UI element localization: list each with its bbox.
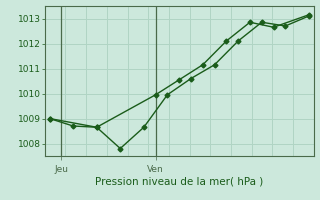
X-axis label: Pression niveau de la mer( hPa ): Pression niveau de la mer( hPa ) <box>95 177 263 187</box>
